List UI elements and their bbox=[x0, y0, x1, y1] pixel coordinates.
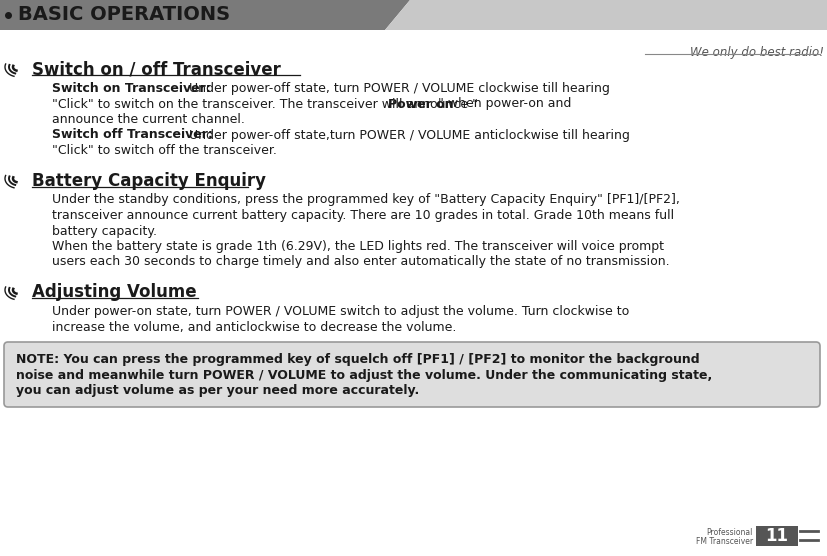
Text: noise and meanwhile turn POWER / VOLUME to adjust the volume. Under the communic: noise and meanwhile turn POWER / VOLUME … bbox=[16, 369, 712, 381]
Polygon shape bbox=[0, 0, 410, 30]
Text: users each 30 seconds to charge timely and also enter automatically the state of: users each 30 seconds to charge timely a… bbox=[52, 256, 670, 269]
Text: Battery Capacity Enquiry: Battery Capacity Enquiry bbox=[32, 171, 266, 190]
Text: FM Transceiver: FM Transceiver bbox=[696, 537, 753, 546]
Text: you can adjust volume as per your need more accurately.: you can adjust volume as per your need m… bbox=[16, 384, 419, 397]
Text: transceiver announce current battery capacity. There are 10 grades in total. Gra: transceiver announce current battery cap… bbox=[52, 209, 674, 222]
Text: battery capacity.: battery capacity. bbox=[52, 225, 157, 237]
Text: We only do best radio!: We only do best radio! bbox=[690, 46, 824, 59]
Text: announce the current channel.: announce the current channel. bbox=[52, 113, 245, 126]
Text: increase the volume, and anticlockwise to decrease the volume.: increase the volume, and anticlockwise t… bbox=[52, 320, 457, 334]
Text: Professional: Professional bbox=[706, 528, 753, 537]
Text: " when power-on and: " when power-on and bbox=[438, 97, 571, 111]
Text: "Click" to switch on the transceiver. The transceiver will announce ": "Click" to switch on the transceiver. Th… bbox=[52, 97, 478, 111]
Text: BASIC OPERATIONS: BASIC OPERATIONS bbox=[18, 6, 230, 24]
Text: Adjusting Volume: Adjusting Volume bbox=[32, 283, 197, 301]
Text: Switch on Transceiver:: Switch on Transceiver: bbox=[52, 82, 211, 95]
Polygon shape bbox=[385, 0, 827, 30]
Text: Under power-on state, turn POWER / VOLUME switch to adjust the volume. Turn cloc: Under power-on state, turn POWER / VOLUM… bbox=[52, 305, 629, 318]
Text: Under power-off state,turn POWER / VOLUME anticlockwise till hearing: Under power-off state,turn POWER / VOLUM… bbox=[185, 128, 630, 141]
FancyBboxPatch shape bbox=[756, 526, 798, 546]
Text: Switch off Transceiver:: Switch off Transceiver: bbox=[52, 128, 213, 141]
Text: 11: 11 bbox=[766, 527, 788, 545]
Text: When the battery state is grade 1th (6.29V), the LED lights red. The transceiver: When the battery state is grade 1th (6.2… bbox=[52, 240, 664, 253]
FancyBboxPatch shape bbox=[4, 342, 820, 407]
Text: NOTE: You can press the programmed key of squelch off [PF1] / [PF2] to monitor t: NOTE: You can press the programmed key o… bbox=[16, 353, 700, 366]
Text: Under power-off state, turn POWER / VOLUME clockwise till hearing: Under power-off state, turn POWER / VOLU… bbox=[185, 82, 609, 95]
Text: Power on: Power on bbox=[388, 97, 453, 111]
Text: Switch on / off Transceiver: Switch on / off Transceiver bbox=[32, 60, 281, 78]
Text: "Click" to switch off the transceiver.: "Click" to switch off the transceiver. bbox=[52, 144, 277, 157]
Text: Under the standby conditions, press the programmed key of "Battery Capacity Enqu: Under the standby conditions, press the … bbox=[52, 193, 680, 206]
